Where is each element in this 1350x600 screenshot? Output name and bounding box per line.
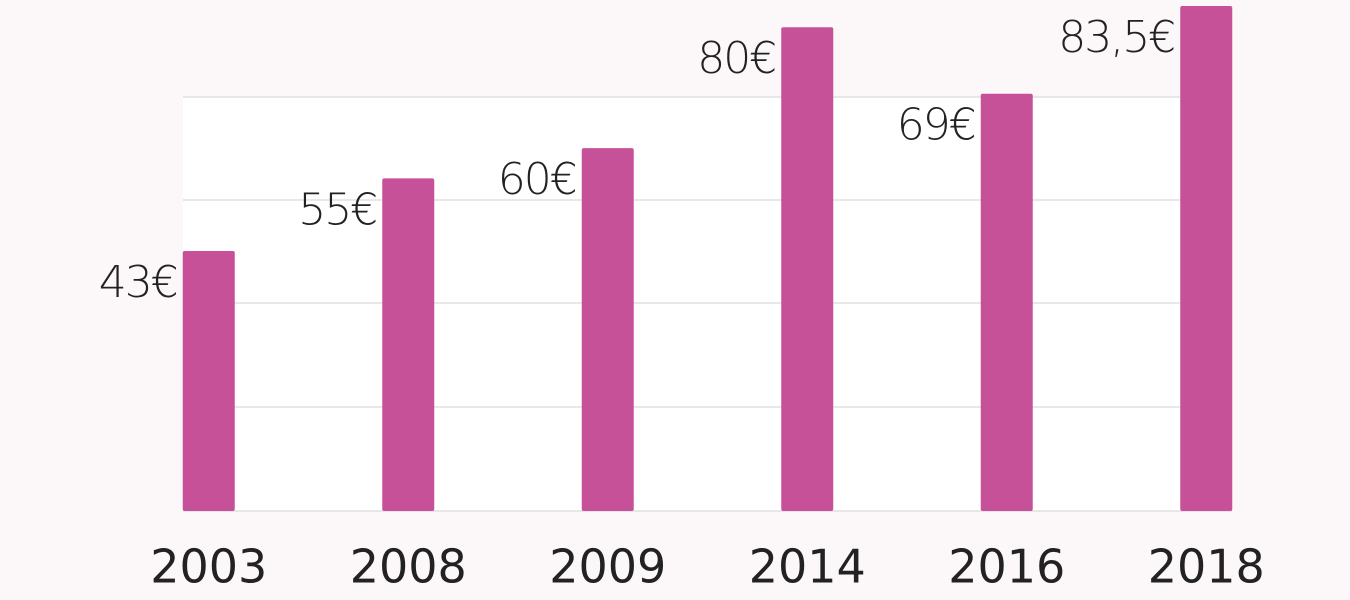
- value-label: 80€: [697, 33, 775, 84]
- bar: [182, 250, 235, 511]
- value-label: 55€: [298, 184, 376, 235]
- bar: [1180, 6, 1233, 512]
- bar: [781, 27, 834, 511]
- x-tick-label: 2018: [1148, 540, 1265, 594]
- plot-area: [183, 97, 1232, 511]
- value-label: 69€: [897, 100, 975, 151]
- x-tick-label: 2008: [350, 540, 467, 594]
- x-tick-label: 2016: [948, 540, 1065, 594]
- value-label: 60€: [498, 154, 576, 205]
- x-tick-label: 2003: [150, 540, 267, 594]
- value-label: 83,5€: [1058, 12, 1174, 63]
- x-tick-label: 2009: [549, 540, 666, 594]
- x-tick-label: 2014: [749, 540, 866, 594]
- bar: [980, 93, 1033, 511]
- bar: [581, 148, 634, 511]
- value-label: 43€: [99, 257, 177, 308]
- bar: [382, 178, 435, 511]
